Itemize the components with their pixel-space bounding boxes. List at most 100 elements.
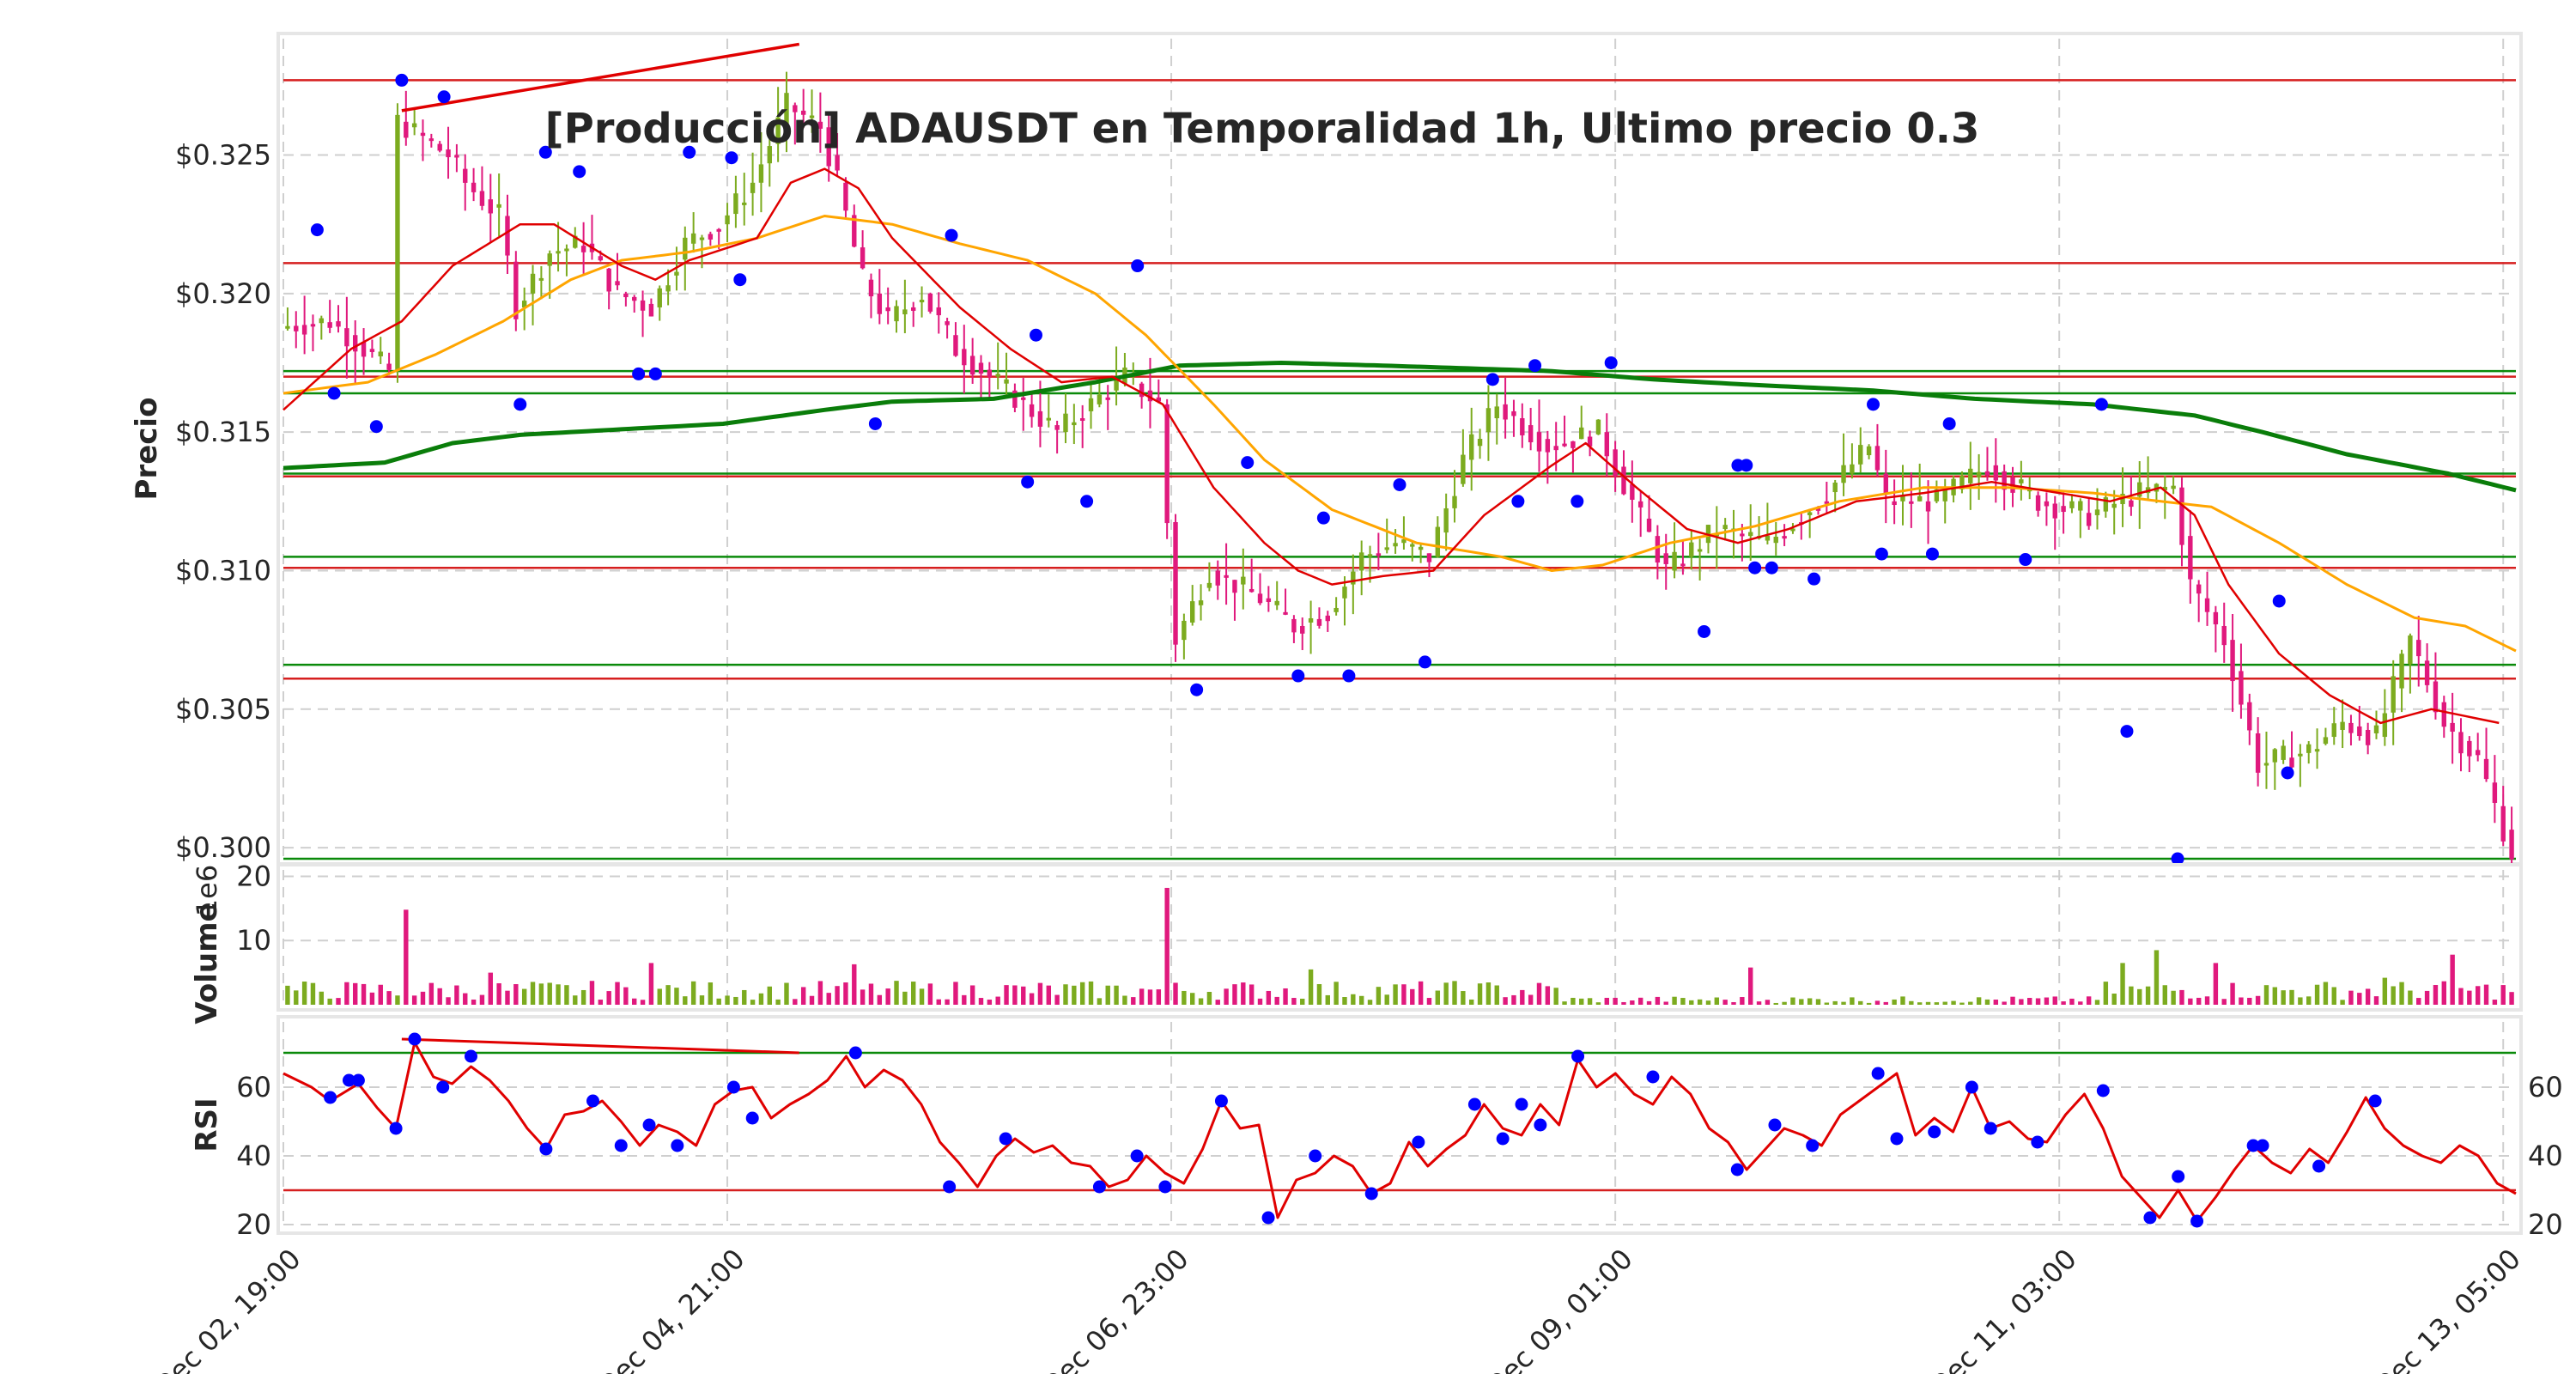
rsi-marker xyxy=(1984,1122,1997,1135)
volume-bar xyxy=(2281,990,2286,1005)
volume-bar xyxy=(1782,1001,1787,1005)
volume-bar xyxy=(1274,996,1279,1005)
volume-bar xyxy=(353,982,358,1005)
pivot-marker xyxy=(725,151,738,165)
volume-bar xyxy=(716,998,721,1005)
pivot-marker xyxy=(945,228,958,242)
volume-bar xyxy=(1630,1000,1635,1005)
volume-bar xyxy=(327,998,332,1005)
volume-bar xyxy=(826,993,831,1005)
volume-bar xyxy=(1503,997,1508,1005)
rsi-line xyxy=(283,1041,2517,1223)
volume-bar xyxy=(2002,1001,2007,1005)
volume-bar xyxy=(1637,997,1643,1005)
volume-bar xyxy=(1384,994,1389,1005)
volume-bar xyxy=(2129,986,2134,1005)
rsi-tick-label-right: 20 xyxy=(2528,1208,2563,1241)
volume-bar xyxy=(640,1000,646,1005)
volume-bar xyxy=(2052,996,2057,1005)
candle-body xyxy=(894,306,899,322)
rsi-marker xyxy=(2031,1135,2044,1149)
volume-bar xyxy=(1367,1000,1373,1005)
candle-body xyxy=(809,115,815,119)
candle-body xyxy=(860,247,866,269)
candle-body xyxy=(1485,408,1492,433)
rsi-marker xyxy=(1364,1187,1378,1201)
candle-body xyxy=(598,256,604,261)
candle-body xyxy=(2078,501,2083,511)
candle-body xyxy=(428,138,434,142)
volume-bar xyxy=(1249,984,1255,1005)
candle-body xyxy=(530,273,536,294)
volume-bar xyxy=(1807,998,1813,1005)
volume-bar xyxy=(454,985,459,1005)
candle-body xyxy=(1012,390,1018,408)
candle-body xyxy=(1909,501,1914,504)
volume-bar xyxy=(1435,990,1441,1005)
volume-bar xyxy=(809,995,815,1005)
x-tick-label: Dec 13, 05:00 xyxy=(2367,1243,2527,1374)
candle-body xyxy=(1917,495,1923,502)
rsi-marker xyxy=(614,1139,628,1152)
volume-bar xyxy=(1883,1001,1888,1005)
pivot-marker xyxy=(1021,475,1035,489)
candle-body xyxy=(378,351,383,356)
volume-bar xyxy=(2289,989,2294,1005)
candle-body xyxy=(353,335,358,352)
candle-body xyxy=(885,307,890,312)
volume-bar xyxy=(1705,1000,1711,1005)
volume-bar xyxy=(657,988,662,1005)
candle-body xyxy=(2103,497,2109,512)
candle-body xyxy=(1503,404,1508,420)
price-tick-label: $0.300 xyxy=(175,831,271,864)
volume-bar xyxy=(1401,984,1406,1005)
candle-body xyxy=(573,235,578,248)
candle-body xyxy=(1571,441,1576,448)
candle-body xyxy=(2382,713,2388,738)
candle-body xyxy=(2424,660,2430,685)
volume-bar xyxy=(978,998,984,1005)
candle-body xyxy=(1037,410,1043,427)
candle-body xyxy=(1105,397,1110,400)
candle-body xyxy=(2137,482,2142,497)
volume-bar xyxy=(1418,981,1424,1005)
volume-bar xyxy=(1232,984,1237,1005)
price-tick-label: $0.305 xyxy=(175,693,271,726)
candle-body xyxy=(521,301,527,307)
candle-body xyxy=(1934,489,1940,502)
volume-bar xyxy=(1951,1000,1956,1005)
volume-bar xyxy=(2120,963,2125,1005)
volume-bar xyxy=(1714,997,1720,1005)
candle-body xyxy=(1722,525,1728,530)
rsi-panel: 20 20 40 40 60 60 RSI xyxy=(190,1015,2563,1241)
rsi-marker xyxy=(1646,1070,1660,1084)
volume-bar xyxy=(378,984,383,1005)
volume-bar xyxy=(2196,997,2202,1005)
pivot-marker xyxy=(327,386,341,400)
candle-body xyxy=(606,268,611,292)
volume-bar xyxy=(2213,963,2219,1005)
volume-bar xyxy=(1680,998,1686,1005)
candle-body xyxy=(1984,471,1990,476)
volume-bar xyxy=(2078,1001,2083,1005)
candle-body xyxy=(1206,582,1212,588)
volume-bar xyxy=(2221,999,2227,1005)
candle-body xyxy=(953,335,958,356)
volume-bar xyxy=(775,999,781,1005)
candle-body xyxy=(2365,729,2371,745)
candle-body xyxy=(2492,782,2498,803)
candle-body xyxy=(2171,485,2176,489)
volume-bar xyxy=(2391,986,2396,1005)
ma-mid-line xyxy=(283,215,2517,653)
rsi-marker xyxy=(389,1122,403,1135)
candle-body xyxy=(538,277,544,281)
candle-body xyxy=(919,300,925,303)
pivot-marker xyxy=(868,416,882,430)
volume-bar xyxy=(580,989,586,1005)
volume-bar xyxy=(1892,999,1897,1005)
volume-bar xyxy=(1595,1002,1601,1005)
volume-bar xyxy=(868,983,874,1005)
candle-body xyxy=(657,288,662,307)
candle-body xyxy=(800,110,806,115)
candle-body xyxy=(336,321,341,327)
